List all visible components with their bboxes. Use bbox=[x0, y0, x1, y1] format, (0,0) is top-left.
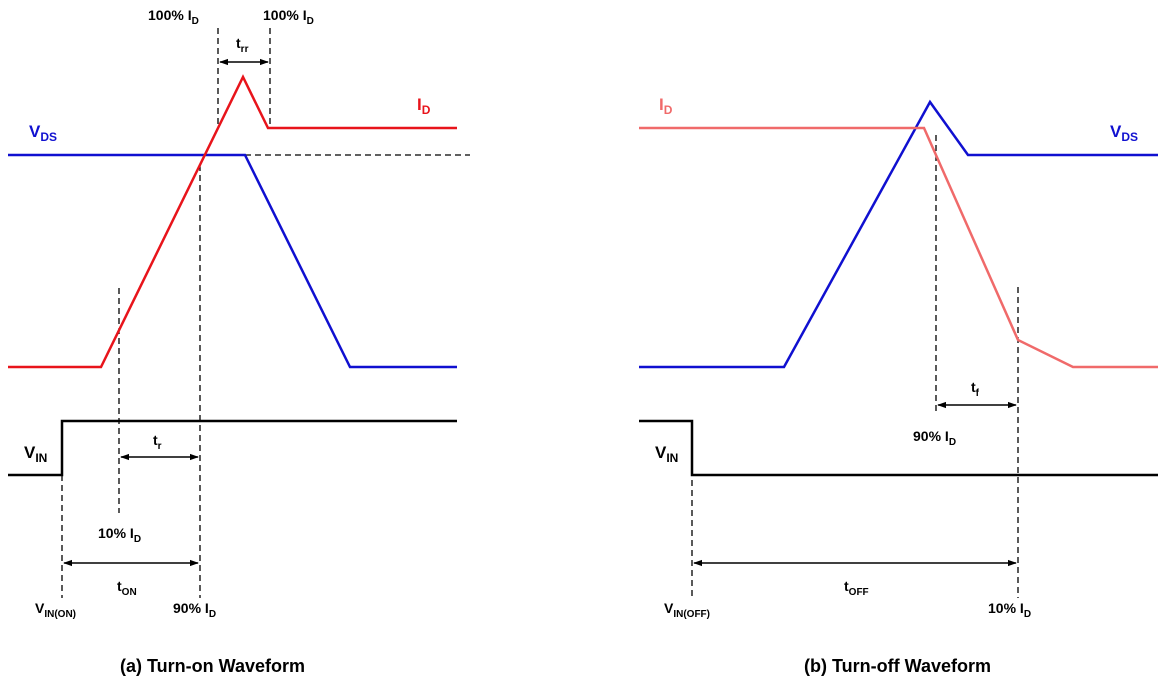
vds-label: VDS bbox=[29, 122, 57, 144]
turn-off-caption: (b) Turn-off Waveform bbox=[804, 656, 991, 676]
pct10-label: 10% ID bbox=[98, 525, 141, 545]
turn-on-caption: (a) Turn-on Waveform bbox=[120, 656, 305, 676]
panel-turn-off: ID VDS VIN tf 90% ID tOFF VIN(OFF) 10% I… bbox=[639, 95, 1158, 676]
vin-on-label: VIN(ON) bbox=[35, 600, 76, 620]
vds-waveform bbox=[639, 99, 1158, 369]
id-waveform bbox=[8, 74, 457, 369]
pct10-label: 10% ID bbox=[988, 600, 1031, 620]
pct90-label: 90% ID bbox=[173, 600, 216, 620]
panel-turn-on: 100% ID 100% ID trr ID VDS VIN tr 10% ID… bbox=[8, 7, 470, 676]
peak-left-label: 100% ID bbox=[148, 7, 199, 27]
vds-waveform bbox=[8, 153, 457, 369]
id-label: ID bbox=[659, 95, 673, 117]
vds-label: VDS bbox=[1110, 122, 1138, 144]
toff-label: tOFF bbox=[844, 578, 869, 598]
vin-label: VIN bbox=[655, 443, 678, 465]
peak-right-label: 100% ID bbox=[263, 7, 314, 27]
trr-label: trr bbox=[236, 35, 249, 55]
tr-label: tr bbox=[153, 432, 162, 452]
vin-waveform bbox=[8, 419, 457, 477]
pct90-label: 90% ID bbox=[913, 428, 956, 448]
id-waveform bbox=[639, 126, 1158, 369]
id-label: ID bbox=[417, 95, 431, 117]
vin-label: VIN bbox=[24, 443, 47, 465]
vin-off-label: VIN(OFF) bbox=[664, 600, 710, 620]
tf-label: tf bbox=[971, 379, 980, 399]
ton-label: tON bbox=[117, 578, 137, 598]
vin-waveform bbox=[639, 419, 1158, 477]
